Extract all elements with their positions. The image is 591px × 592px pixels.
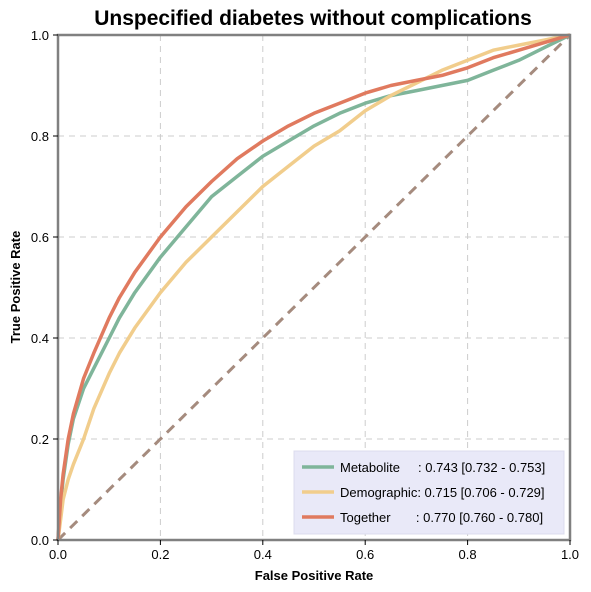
legend: Metabolite : 0.743 [0.732 - 0.753] Demogr… bbox=[293, 450, 565, 535]
x-tick-label: 0.4 bbox=[254, 547, 272, 562]
x-tick-label: 0.0 bbox=[49, 547, 67, 562]
y-tick-label: 0.2 bbox=[31, 432, 49, 447]
x-tick-label: 1.0 bbox=[561, 547, 579, 562]
y-axis-label: True Positive Rate bbox=[8, 231, 23, 344]
y-tick-label: 0.0 bbox=[31, 533, 49, 548]
legend-entry: Demographic: 0.715 [0.706 - 0.729] bbox=[340, 485, 545, 500]
x-tick-label: 0.2 bbox=[151, 547, 169, 562]
x-axis-label: False Positive Rate bbox=[255, 568, 374, 583]
legend-entry: Metabolite : 0.743 [0.732 - 0.753] bbox=[340, 460, 545, 475]
y-tick-label: 0.6 bbox=[31, 230, 49, 245]
reference-line bbox=[56, 33, 572, 542]
y-tick-label: 0.8 bbox=[31, 129, 49, 144]
y-axis-ticks: 0.0 0.2 0.4 0.6 0.8 1.0 bbox=[31, 28, 58, 548]
reference-diagonal bbox=[56, 33, 572, 542]
y-tick-label: 1.0 bbox=[31, 28, 49, 43]
legend-entry: Together : 0.770 [0.760 - 0.780] bbox=[340, 510, 543, 525]
y-tick-label: 0.4 bbox=[31, 331, 49, 346]
chart-title: Unspecified diabetes without complicatio… bbox=[94, 7, 532, 30]
series-lines bbox=[56, 33, 571, 541]
series-line-together bbox=[56, 33, 571, 541]
series-line-demographic bbox=[56, 33, 571, 541]
series-line-metabolite bbox=[56, 33, 571, 541]
x-tick-label: 0.8 bbox=[459, 547, 477, 562]
x-tick-label: 0.6 bbox=[356, 547, 374, 562]
x-axis-ticks: 0.0 0.2 0.4 0.6 0.8 1.0 bbox=[49, 540, 579, 562]
plot-frame bbox=[56, 33, 572, 542]
legend-box bbox=[293, 450, 565, 535]
